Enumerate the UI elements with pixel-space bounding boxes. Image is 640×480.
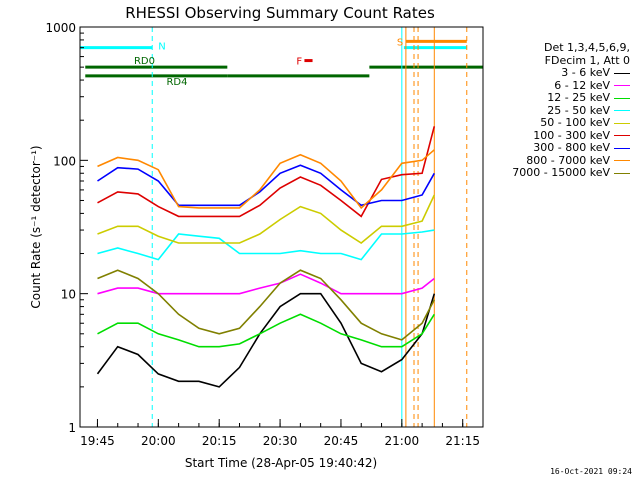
legend-entry-label: 7000 - 15000 keV [512, 166, 610, 179]
x-tick-label: 20:30 [263, 434, 298, 448]
legend-entry: 800 - 7000 keV [450, 153, 630, 168]
series-line-5 [97, 126, 436, 218]
legend-entry: 3 - 6 keV [450, 66, 630, 80]
annotation-s: S [397, 37, 403, 48]
legend-entry-label: 800 - 7000 keV [526, 153, 610, 167]
legend-swatch [614, 135, 630, 137]
series-line-2 [97, 313, 435, 348]
annotation-f: F [296, 57, 302, 68]
x-tick-label: 19:45 [80, 434, 115, 448]
legend-header-attenuator: FDecim 1, Att 0 [544, 53, 630, 67]
plot-frame [79, 26, 484, 428]
legend-entry-label: 50 - 100 keV [540, 116, 610, 129]
legend-entry-label: 100 - 300 keV [533, 128, 610, 142]
x-axis-label: Start Time (28-Apr-05 19:40:42) [185, 456, 377, 470]
y-tick-label: 10 [61, 288, 76, 302]
legend-header-detectors: Det 1,3,4,5,6,9, [543, 41, 630, 54]
x-tick-label: 21:00 [385, 434, 420, 448]
series-line-7 [97, 149, 435, 210]
y-tick-label: 100 [53, 154, 76, 168]
annotation-n: N [158, 42, 165, 53]
legend-swatch [614, 97, 630, 99]
legend-swatch [614, 110, 630, 112]
annotation-rd0: RD0 [134, 56, 155, 67]
y-axis-label: Count Rate (s⁻¹ detector⁻¹) [29, 145, 43, 308]
legend-entry: 12 - 25 keV [450, 91, 630, 105]
legend-entry: 50 - 100 keV [450, 116, 630, 130]
series-line-1 [97, 273, 435, 295]
x-tick-label: 20:45 [324, 434, 359, 448]
legend-entry-label: 6 - 12 keV [554, 78, 610, 92]
legend-entry: 300 - 800 keV [450, 141, 630, 155]
legend-entry: 25 - 50 keV [450, 103, 630, 118]
x-tick-label: 21:15 [445, 434, 480, 448]
legend-entry-label: 3 - 6 keV [561, 66, 610, 79]
legend-entry-label: 25 - 50 keV [547, 103, 610, 117]
y-tick-label: 1 [68, 421, 76, 435]
legend-swatch [614, 160, 630, 162]
legend-entry: 6 - 12 keV [450, 78, 630, 93]
legend-entry: 100 - 300 keV [450, 128, 630, 143]
footer-timestamp: 16-Oct-2021 09:24 [550, 467, 632, 476]
series-line-8 [97, 269, 436, 341]
legend-swatch [614, 72, 630, 74]
x-tick-label: 20:00 [141, 434, 176, 448]
series-line-4 [97, 194, 436, 244]
annotation-rd4: RD4 [166, 77, 187, 88]
series-line-0 [96, 292, 436, 388]
series-line-3 [97, 229, 435, 261]
legend-swatch [614, 172, 630, 174]
legend-entry-label: 300 - 800 keV [533, 141, 610, 154]
series-line-6 [97, 164, 435, 207]
chart-title: RHESSI Observing Summary Count Rates [125, 4, 435, 22]
legend-swatch [614, 122, 630, 124]
legend-entry: 7000 - 15000 keV [450, 166, 630, 180]
legend-swatch [614, 147, 630, 149]
x-tick-label: 20:15 [202, 434, 237, 448]
legend-entry-label: 12 - 25 keV [547, 91, 610, 104]
legend-swatch [614, 85, 630, 87]
legend: Det 1,3,4,5,6,9, FDecim 1, Att 0 3 - 6 k… [450, 41, 630, 180]
y-tick-label: 1000 [45, 21, 76, 35]
